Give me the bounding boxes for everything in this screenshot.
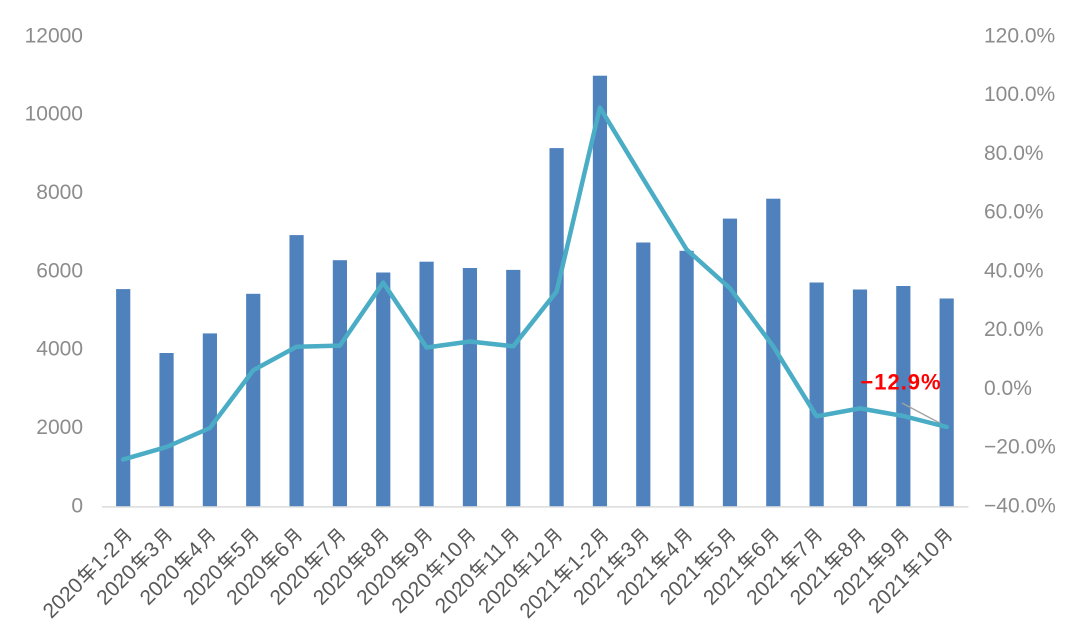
svg-text:80.0%: 80.0% <box>984 142 1044 165</box>
svg-text:4000: 4000 <box>36 338 83 361</box>
svg-text:20.0%: 20.0% <box>984 318 1044 341</box>
svg-text:6000: 6000 <box>36 259 83 282</box>
svg-text:100.0%: 100.0% <box>984 83 1055 106</box>
svg-text:0.0%: 0.0% <box>984 377 1032 400</box>
svg-text:40.0%: 40.0% <box>984 259 1044 282</box>
svg-text:60.0%: 60.0% <box>984 201 1044 224</box>
svg-text:120.0%: 120.0% <box>984 24 1055 47</box>
svg-text:−12.9%: −12.9% <box>860 370 941 395</box>
svg-text:−40.0%: −40.0% <box>984 494 1056 517</box>
svg-text:−20.0%: −20.0% <box>984 436 1056 459</box>
svg-text:12000: 12000 <box>25 24 83 47</box>
svg-text:2000: 2000 <box>36 416 83 439</box>
svg-text:8000: 8000 <box>36 181 83 204</box>
svg-text:0: 0 <box>71 494 83 517</box>
svg-text:10000: 10000 <box>25 103 83 126</box>
